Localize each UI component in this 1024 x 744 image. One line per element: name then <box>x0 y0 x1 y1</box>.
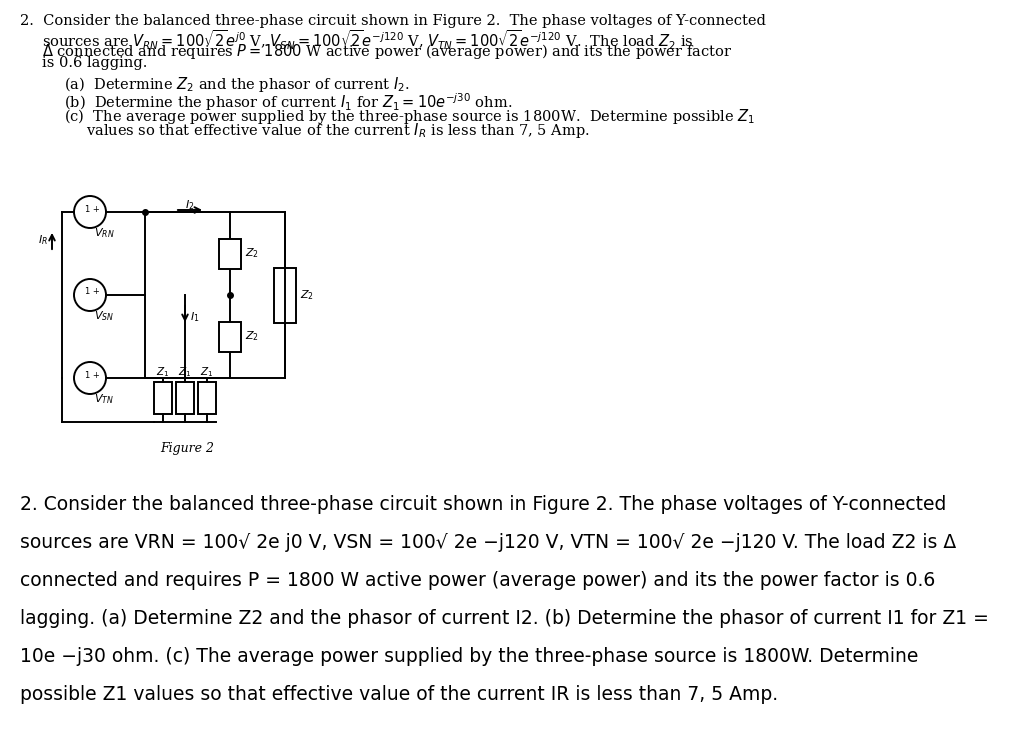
Bar <box>176 382 194 414</box>
Text: $I_1$: $I_1$ <box>190 310 200 324</box>
Text: $Z_2$: $Z_2$ <box>245 330 259 344</box>
Text: $I_2$: $I_2$ <box>185 198 195 212</box>
Text: lagging. (a) Determine Z2 and the phasor of current I2. (b) Determine the phasor: lagging. (a) Determine Z2 and the phasor… <box>20 609 989 628</box>
Text: 2.  Consider the balanced three-phase circuit shown in Figure 2.  The phase volt: 2. Consider the balanced three-phase cir… <box>20 14 766 28</box>
Text: $Z_2$: $Z_2$ <box>300 288 314 302</box>
Text: $V_{TN}$: $V_{TN}$ <box>94 392 114 405</box>
Text: (b)  Determine the phasor of current $I_1$ for $Z_1 = 10e^{-j30}$ ohm.: (b) Determine the phasor of current $I_1… <box>63 91 512 112</box>
Text: 10e −j30 ohm. (c) The average power supplied by the three-phase source is 1800W.: 10e −j30 ohm. (c) The average power supp… <box>20 647 919 666</box>
Text: $I_R$: $I_R$ <box>38 233 48 247</box>
Text: $V_{RN}$: $V_{RN}$ <box>94 226 115 240</box>
Text: 1 +: 1 + <box>85 287 99 297</box>
Text: $Z_2$: $Z_2$ <box>245 246 259 260</box>
Text: possible Z1 values so that effective value of the current IR is less than 7, 5 A: possible Z1 values so that effective val… <box>20 685 778 704</box>
Text: sources are $V_{RN} = 100\sqrt{2}e^{j0}$ V, $V_{SN} = 100\sqrt{2}e^{-j120}$ V, $: sources are $V_{RN} = 100\sqrt{2}e^{j0}$… <box>42 28 694 51</box>
Text: 1 +: 1 + <box>85 205 99 214</box>
Text: $\Delta$ connected and requires $P = 1800$ W active power (average power) and it: $\Delta$ connected and requires $P = 180… <box>42 42 732 61</box>
Text: $Z_1$: $Z_1$ <box>178 365 191 379</box>
Text: $V_{SN}$: $V_{SN}$ <box>94 309 114 323</box>
Text: (a)  Determine $Z_2$ and the phasor of current $I_2$.: (a) Determine $Z_2$ and the phasor of cu… <box>63 75 410 94</box>
Text: $Z_1$: $Z_1$ <box>157 365 170 379</box>
Text: connected and requires P = 1800 W active power (average power) and its the power: connected and requires P = 1800 W active… <box>20 571 935 590</box>
Bar <box>154 382 172 414</box>
Text: values so that effective value of the current $I_R$ is less than 7, 5 Amp.: values so that effective value of the cu… <box>86 121 590 140</box>
Text: is 0.6 lagging.: is 0.6 lagging. <box>42 56 147 70</box>
Text: sources are VRN = 100√ 2e j0 V, VSN = 100√ 2e −j120 V, VTN = 100√ 2e −j120 V. Th: sources are VRN = 100√ 2e j0 V, VSN = 10… <box>20 533 956 552</box>
Text: 2. Consider the balanced three-phase circuit shown in Figure 2. The phase voltag: 2. Consider the balanced three-phase cir… <box>20 495 946 514</box>
Text: 1 +: 1 + <box>85 371 99 379</box>
Bar <box>198 382 216 414</box>
Bar <box>274 268 296 322</box>
Text: Figure 2: Figure 2 <box>161 442 214 455</box>
Bar <box>219 321 241 351</box>
Text: $Z_1$: $Z_1$ <box>201 365 214 379</box>
Text: (c)  The average power supplied by the three-phase source is 1800W.  Determine p: (c) The average power supplied by the th… <box>63 107 755 126</box>
Bar <box>219 239 241 269</box>
